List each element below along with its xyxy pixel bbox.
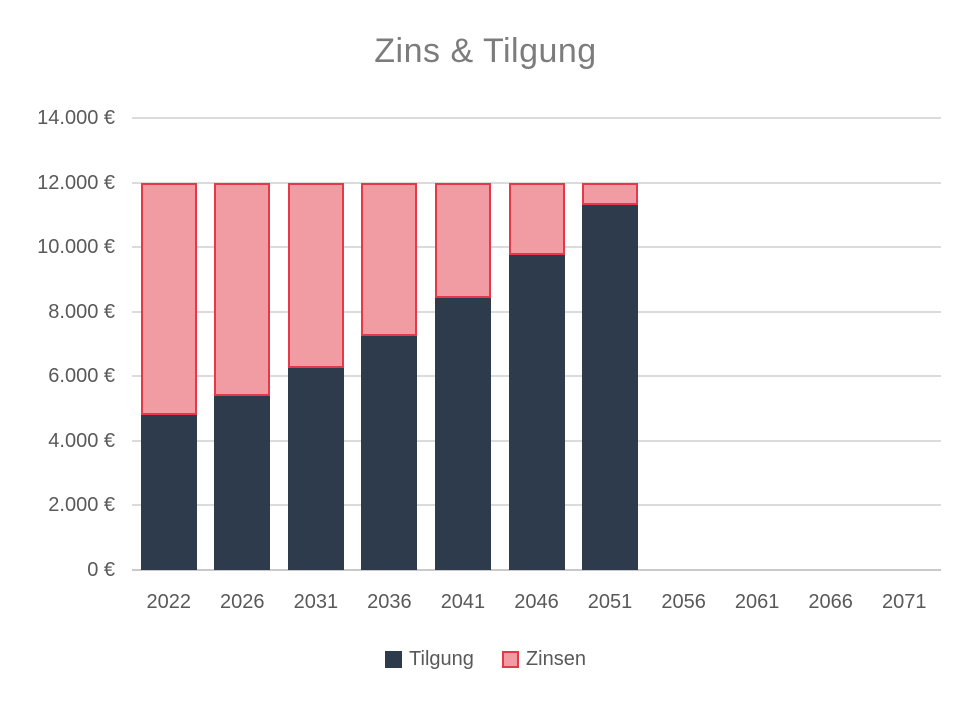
legend-swatch-tilgung bbox=[385, 651, 403, 668]
x-axis-tick-label-2061: 2061 bbox=[734, 591, 780, 613]
bar-segment-zinsen-2022[interactable] bbox=[140, 182, 197, 416]
bar-segment-zinsen-2026[interactable] bbox=[214, 182, 271, 396]
legend: Tilgung Zinsen bbox=[0, 648, 971, 671]
x-axis-tick-label-2056: 2056 bbox=[661, 591, 706, 613]
x-axis-tick-label-2036: 2036 bbox=[367, 591, 412, 613]
bar-segment-zinsen-2041[interactable] bbox=[434, 182, 491, 299]
legend-label-tilgung: Tilgung bbox=[409, 648, 474, 670]
legend-label-zinsen: Zinsen bbox=[525, 648, 586, 670]
bar-segment-tilgung-2051[interactable] bbox=[582, 204, 639, 570]
bar-segment-tilgung-2046[interactable] bbox=[508, 254, 565, 570]
bar-segment-zinsen-2046[interactable] bbox=[508, 182, 565, 255]
legend-swatch-zinsen bbox=[501, 651, 519, 668]
y-axis-tick-label: 12.000 € bbox=[37, 171, 115, 194]
y-axis-tick-label: 6.000 € bbox=[48, 365, 115, 388]
bar-segment-zinsen-2031[interactable] bbox=[287, 182, 344, 368]
legend-item-tilgung[interactable]: Tilgung bbox=[385, 648, 474, 671]
x-axis-tick-label-2031: 2031 bbox=[293, 591, 339, 613]
y-axis-tick-label: 8.000 € bbox=[48, 300, 115, 323]
y-axis-tick-label: 4.000 € bbox=[48, 429, 115, 452]
legend-item-zinsen[interactable]: Zinsen bbox=[501, 648, 586, 671]
bar-segment-tilgung-2026[interactable] bbox=[214, 395, 271, 570]
bar-segment-tilgung-2036[interactable] bbox=[361, 335, 418, 570]
y-axis-tick-label: 0 € bbox=[87, 559, 115, 581]
x-axis-tick-label-2022: 2022 bbox=[146, 591, 192, 613]
x-axis-tick-label-2071: 2071 bbox=[881, 591, 927, 613]
y-axis-tick-label: 14.000 € bbox=[37, 107, 115, 129]
y-axis-tick-label: 2.000 € bbox=[48, 494, 115, 517]
x-axis-tick-label-2026: 2026 bbox=[220, 591, 265, 613]
x-axis-line bbox=[132, 569, 941, 571]
x-axis-tick-label-2046: 2046 bbox=[514, 591, 559, 613]
bar-segment-zinsen-2051[interactable] bbox=[582, 182, 639, 205]
x-axis-tick-label-2051: 2051 bbox=[587, 591, 633, 613]
bar-segment-tilgung-2031[interactable] bbox=[287, 367, 344, 570]
gridline bbox=[132, 117, 941, 119]
chart-title: Zins & Tilgung bbox=[374, 32, 597, 70]
bar-segment-zinsen-2036[interactable] bbox=[361, 182, 418, 336]
bar-segment-tilgung-2022[interactable] bbox=[140, 415, 197, 570]
y-axis-tick-label: 10.000 € bbox=[37, 236, 115, 259]
bar-segment-tilgung-2041[interactable] bbox=[434, 298, 491, 570]
x-axis-tick-label-2066: 2066 bbox=[808, 591, 853, 613]
x-axis-tick-label-2041: 2041 bbox=[440, 591, 486, 613]
